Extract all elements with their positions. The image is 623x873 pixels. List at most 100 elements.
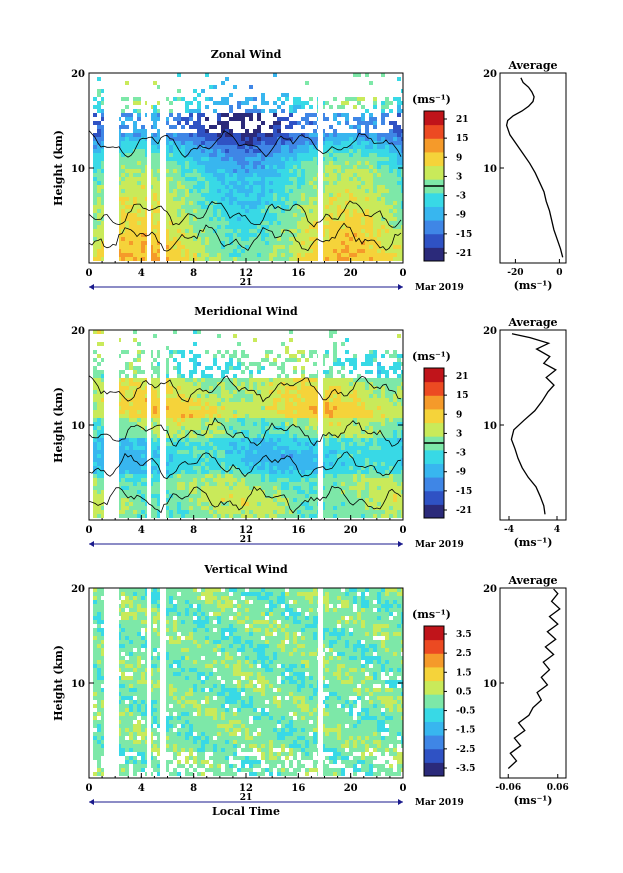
average-profile-2: Average 10 20 -4 4(ms⁻¹): [483, 316, 567, 549]
x-tick-label: 8: [190, 525, 197, 536]
y-axis-label: Height (km): [52, 130, 65, 206]
date-label: Mar 2019: [415, 540, 464, 550]
colorbar-label: 15: [456, 134, 469, 144]
x-tick-label: 12: [239, 525, 253, 536]
average-y-tick: 20: [483, 69, 497, 80]
zero-contour: [89, 417, 402, 447]
x-tick-label: 16: [291, 783, 305, 794]
colorbar-label: -2.5: [456, 745, 475, 755]
average-profile-line: [507, 588, 561, 769]
colorbar-label: 21: [456, 115, 469, 125]
y-tick-label: 20: [71, 584, 85, 595]
date-label: Mar 2019: [415, 798, 464, 808]
y-tick-label: 10: [71, 421, 85, 432]
colorbar-label: -9: [456, 468, 466, 478]
y-tick-label: 20: [71, 326, 85, 337]
x-tick-label: 20: [344, 268, 358, 279]
x-tick-label: 16: [291, 525, 305, 536]
y-axis-label: Height (km): [52, 387, 65, 463]
zero-contour: [89, 451, 402, 480]
x-tick-label: 20: [344, 783, 358, 794]
average-x-tick: -4: [504, 525, 514, 535]
panel-title: Vertical Wind: [203, 563, 288, 576]
average-x-label: (ms⁻¹): [514, 536, 553, 549]
panel-1: Zonal Wind 10 20 Height (km) 0 4 8 12 16 20 0 21 Mar…: [52, 48, 567, 293]
x-tick-label: 8: [190, 268, 197, 279]
day-label: 21: [240, 535, 253, 545]
x-tick-label: 16: [291, 268, 305, 279]
colorbar-label: 15: [456, 391, 469, 401]
colorbar-unit: (ms⁻¹): [412, 608, 451, 621]
x-tick-label: 12: [239, 268, 253, 279]
average-y-tick: 10: [483, 421, 497, 432]
panel-title: Meridional Wind: [194, 305, 298, 318]
colorbar-label: 3: [456, 429, 462, 439]
average-x-tick: -20: [507, 268, 523, 278]
average-profile-line: [505, 77, 564, 258]
y-tick-label: 20: [71, 69, 85, 80]
colorbar-label: -21: [456, 506, 472, 516]
average-x-tick: 4: [554, 525, 560, 535]
x-tick-label: 20: [344, 525, 358, 536]
average-profile-line: [510, 333, 557, 515]
average-title: Average: [507, 316, 557, 329]
colorbar-label: -0.5: [456, 707, 475, 717]
colorbar-label: 21: [456, 372, 469, 382]
zero-contour: [89, 375, 402, 403]
average-y-tick: 20: [483, 326, 497, 337]
zero-contour: [89, 222, 402, 252]
average-x-label: (ms⁻¹): [514, 279, 553, 292]
colorbar-label: 9: [456, 410, 462, 420]
colorbar-label: 3: [456, 172, 462, 182]
average-title: Average: [507, 59, 557, 72]
average-title: Average: [507, 574, 557, 587]
average-x-label: (ms⁻¹): [514, 794, 553, 807]
y-tick-label: 10: [71, 679, 85, 690]
y-tick-label: 10: [71, 164, 85, 175]
average-y-tick: 10: [483, 164, 497, 175]
colorbar-label: 3.5: [456, 630, 472, 640]
panel-2: Meridional Wind 10 20 Height (km) 0 4 8 12 16 20 0…: [52, 305, 567, 550]
heatmap-1: [89, 73, 403, 263]
x-tick-label: 0: [86, 268, 93, 279]
day-label: 21: [240, 278, 253, 288]
average-y-tick: 20: [483, 584, 497, 595]
x-tick-label: 0: [400, 268, 407, 279]
colorbar-unit: (ms⁻¹): [412, 350, 451, 363]
y-axis-label: Height (km): [52, 645, 65, 721]
colorbar-label: -21: [456, 249, 472, 259]
colorbar-label: -3: [456, 449, 466, 459]
colorbar-label: -3.5: [456, 764, 475, 774]
date-label: Mar 2019: [415, 283, 464, 293]
x-tick-label: 4: [138, 268, 145, 279]
x-tick-label: 0: [400, 525, 407, 536]
colorbar-label: -3: [456, 192, 466, 202]
colorbar: [423, 625, 445, 777]
colorbar-label: -15: [456, 487, 472, 497]
x-tick-label: 4: [138, 525, 145, 536]
colorbar-label: 2.5: [456, 649, 472, 659]
colorbar-label: 1.5: [456, 668, 472, 678]
average-x-tick: 0.06: [547, 783, 569, 793]
panel-title: Zonal Wind: [211, 48, 282, 61]
x-tick-label: 4: [138, 783, 145, 794]
average-x-tick: 0: [556, 268, 562, 278]
average-x-tick: -0.06: [495, 783, 521, 793]
average-profile-1: Average 10 20 -20 0(ms⁻¹): [483, 59, 567, 292]
average-profile-3: Average 10 20 -0.06 0.06(ms⁻¹): [483, 574, 569, 807]
x-axis-label: Local Time: [212, 805, 280, 818]
x-tick-label: 0: [86, 525, 93, 536]
colorbar-label: -9: [456, 211, 466, 221]
zero-contour: [89, 130, 402, 158]
x-tick-label: 0: [86, 783, 93, 794]
colorbar-label: -15: [456, 230, 472, 240]
heatmap-2: [89, 330, 403, 520]
day-label: 21: [240, 793, 253, 803]
x-tick-label: 0: [400, 783, 407, 794]
panel-3: Vertical Wind 10 20 Height (km) 0 4 8 12 16 20 0 21…: [52, 563, 569, 818]
heatmap-3: [89, 588, 403, 778]
zero-contour: [89, 200, 402, 228]
colorbar-unit: (ms⁻¹): [412, 93, 451, 106]
colorbar-label: 0.5: [456, 687, 472, 697]
